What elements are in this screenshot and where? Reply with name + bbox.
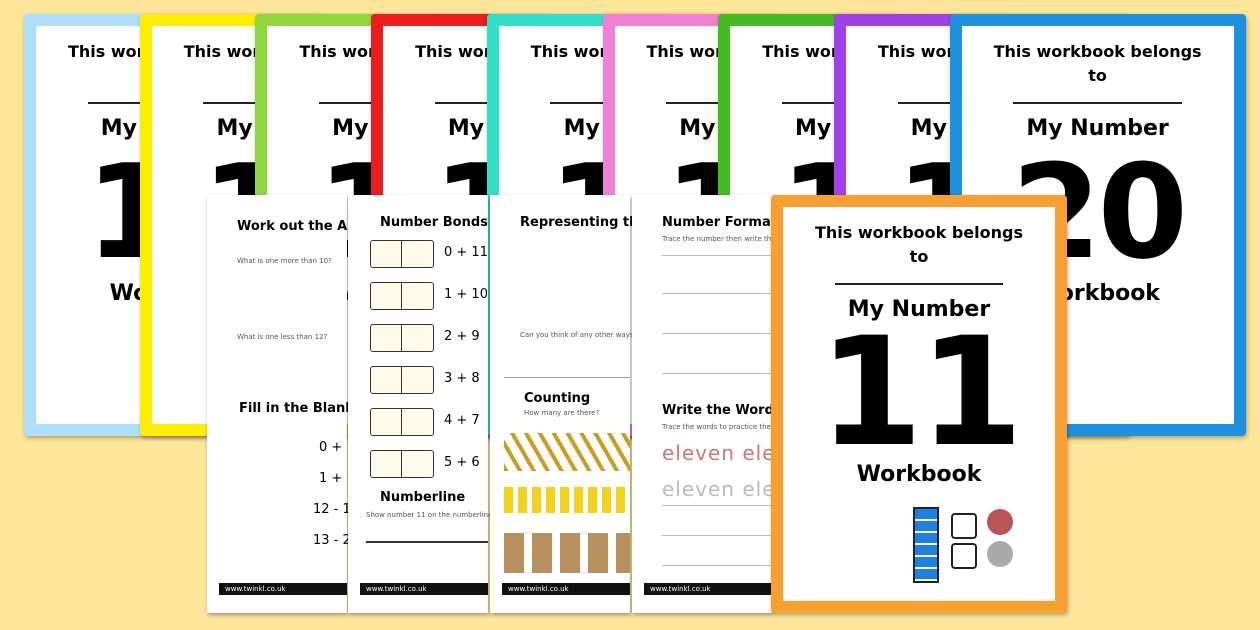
worksheet-subtitle: Write the Word [662, 403, 774, 418]
workbook-cover: This workbook belongs to My Number 11 Workb… [771, 195, 1067, 613]
cover-pictures [823, 507, 1015, 587]
domino [370, 282, 434, 310]
cover-label: Workbook [856, 462, 982, 487]
writing-line [662, 565, 772, 566]
question: What is one more than 10? [237, 257, 332, 265]
domino [370, 240, 434, 268]
note: Show number 11 on the numberline [366, 511, 493, 519]
sum: 12 - 1 [313, 502, 351, 517]
worksheet-subtitle: Counting [524, 391, 591, 406]
dice [951, 513, 977, 539]
cover-number: 11 [818, 306, 1024, 480]
worksheet-footer: www.twinkl.co.uk [360, 583, 488, 595]
bananas [504, 487, 630, 513]
cover-belongs: This workbook belongs to [993, 42, 1202, 85]
question: How many are there? [524, 409, 600, 417]
worksheet-subtitle: Fill in the Blanks [239, 401, 362, 416]
domino [370, 324, 434, 352]
worksheet-title: Number Bonds [380, 215, 488, 230]
cover-belongs: This workbook belongs to [815, 223, 1023, 266]
domino [370, 408, 434, 436]
writing-line [662, 535, 772, 536]
tens-frame [913, 507, 939, 583]
numberline [366, 541, 488, 543]
cover-page: This workbook belongs to My Number 11 Workb… [783, 207, 1055, 601]
writing-line [662, 505, 772, 506]
sum: 4 + 7 [444, 413, 480, 428]
worksheet: www.twinkl.co.uk Number Formation Trace th… [632, 195, 814, 613]
worksheet-title: Number Formation [662, 215, 800, 230]
sum: 5 + 6 [444, 455, 480, 470]
writing-line [662, 293, 772, 294]
name-line [1013, 102, 1182, 104]
cover-heading: My Number [1026, 116, 1169, 141]
worksheet-footer: www.twinkl.co.uk [644, 583, 772, 595]
worksheet: www.twinkl.co.uk Representing the Number C… [490, 195, 710, 613]
sum: 2 + 9 [444, 329, 480, 344]
divider [504, 377, 630, 378]
writing-line [662, 373, 772, 374]
sum: 13 - 2 [313, 533, 351, 548]
sum: 1 + 10 [444, 287, 488, 302]
question: What is one less than 12? [237, 333, 328, 341]
worksheet-footer: www.twinkl.co.uk [502, 583, 630, 595]
worksheet: www.twinkl.co.uk Number Bonds 0 + 11 1 + 10… [348, 195, 492, 613]
pencils [504, 433, 630, 471]
worksheet: www.twinkl.co.uk Work out the Answers What… [207, 195, 399, 613]
sum: 3 + 8 [444, 371, 480, 386]
note: Trace the number then write the number [662, 235, 806, 243]
coin [987, 541, 1013, 567]
question: Trace the words to practice then write [662, 423, 796, 431]
domino [370, 366, 434, 394]
dice [951, 543, 977, 569]
cover-heading: My Number [847, 297, 991, 322]
writing-line [662, 255, 772, 256]
coin [987, 509, 1013, 535]
sandwiches [504, 533, 630, 573]
writing-line [662, 333, 772, 334]
sum: 0 + 11 [444, 245, 488, 260]
note: Can you think of any other ways to show … [520, 331, 678, 339]
name-line [834, 283, 1004, 285]
domino [370, 450, 434, 478]
worksheet-subtitle: Numberline [380, 490, 466, 505]
worksheet-footer: www.twinkl.co.uk [219, 583, 347, 595]
